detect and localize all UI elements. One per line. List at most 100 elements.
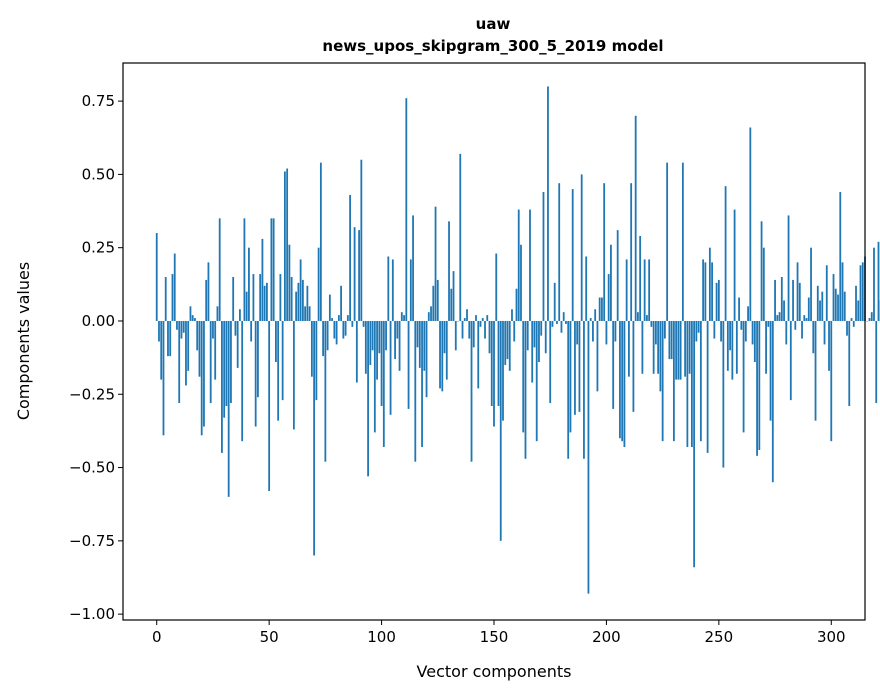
bar xyxy=(290,277,293,321)
bar xyxy=(605,320,608,345)
bar xyxy=(805,318,808,321)
bar xyxy=(787,215,790,321)
bar xyxy=(484,320,486,339)
bar xyxy=(666,162,669,321)
bar xyxy=(337,315,340,321)
bar xyxy=(612,320,615,409)
bar xyxy=(236,320,239,368)
bar xyxy=(785,320,788,345)
bar xyxy=(724,186,727,321)
bar xyxy=(283,171,286,321)
bar xyxy=(364,320,367,374)
bar xyxy=(207,262,210,321)
bar xyxy=(346,315,349,321)
bar xyxy=(360,159,363,321)
bar xyxy=(583,320,585,459)
bar xyxy=(257,320,259,398)
bar xyxy=(807,297,810,321)
bar-series xyxy=(155,86,880,594)
bar xyxy=(729,320,731,351)
bar xyxy=(277,320,280,421)
bar xyxy=(270,218,273,321)
bar xyxy=(376,320,378,380)
bar xyxy=(344,320,347,336)
bar xyxy=(232,277,235,321)
y-tick-label: 0.00 xyxy=(82,312,115,330)
bar xyxy=(378,320,381,354)
bar xyxy=(751,320,754,345)
bar xyxy=(405,98,408,321)
x-tick-label: 250 xyxy=(705,628,734,646)
bar xyxy=(333,320,336,339)
bar xyxy=(371,320,374,351)
bar xyxy=(502,320,504,421)
bar xyxy=(324,320,327,462)
bar xyxy=(670,320,673,360)
bar xyxy=(275,320,277,363)
bar xyxy=(250,320,253,342)
bar xyxy=(499,320,502,541)
bar xyxy=(769,320,772,421)
bar xyxy=(654,320,657,345)
bar xyxy=(731,320,734,380)
bar xyxy=(686,320,689,448)
bar xyxy=(466,309,468,321)
bar xyxy=(607,274,610,321)
bar xyxy=(733,209,736,321)
bar xyxy=(252,274,255,321)
bar xyxy=(261,238,264,321)
bar xyxy=(531,320,534,383)
bar xyxy=(328,294,331,321)
bar xyxy=(162,320,165,436)
bar xyxy=(418,320,421,368)
bar xyxy=(801,320,803,339)
bar xyxy=(596,320,599,392)
bar xyxy=(481,318,484,321)
bar xyxy=(560,320,563,333)
bar xyxy=(391,259,394,321)
bar xyxy=(610,244,612,321)
bar xyxy=(230,320,232,404)
y-tick-label: −1.00 xyxy=(69,605,115,623)
x-tick-label: 50 xyxy=(260,628,279,646)
bar xyxy=(540,320,543,336)
bar xyxy=(765,320,767,374)
bar xyxy=(452,271,455,321)
bar xyxy=(677,320,680,380)
bar xyxy=(742,320,745,433)
bar xyxy=(272,218,275,321)
bar xyxy=(493,320,495,427)
bar xyxy=(646,315,648,321)
bar xyxy=(738,297,740,321)
bar xyxy=(497,320,500,406)
bar xyxy=(520,244,522,321)
bar xyxy=(821,291,824,321)
bar xyxy=(630,183,633,321)
bar xyxy=(823,320,826,345)
bar xyxy=(295,291,298,321)
y-tick-label: −0.50 xyxy=(69,459,115,477)
y-axis-ticks: −1.00 −0.75 −0.50 −0.25 0.00 0.25 0.50 0.75 xyxy=(69,92,123,623)
bar xyxy=(623,320,626,448)
bar xyxy=(380,320,383,406)
bar xyxy=(558,183,561,321)
bar xyxy=(643,259,646,321)
bar xyxy=(430,306,432,321)
bar xyxy=(205,279,208,321)
bar xyxy=(416,320,419,348)
bar xyxy=(744,320,747,342)
bar xyxy=(619,320,621,439)
bar xyxy=(859,265,862,321)
bar xyxy=(810,247,812,321)
bar xyxy=(551,320,554,327)
x-tick-label: 300 xyxy=(817,628,846,646)
bar xyxy=(697,320,700,333)
bar xyxy=(861,262,864,321)
bar xyxy=(326,320,329,351)
bar xyxy=(589,318,592,321)
bar xyxy=(297,282,300,321)
bar xyxy=(524,320,527,459)
bar xyxy=(834,288,837,321)
bar xyxy=(167,320,169,357)
bar xyxy=(681,162,684,321)
